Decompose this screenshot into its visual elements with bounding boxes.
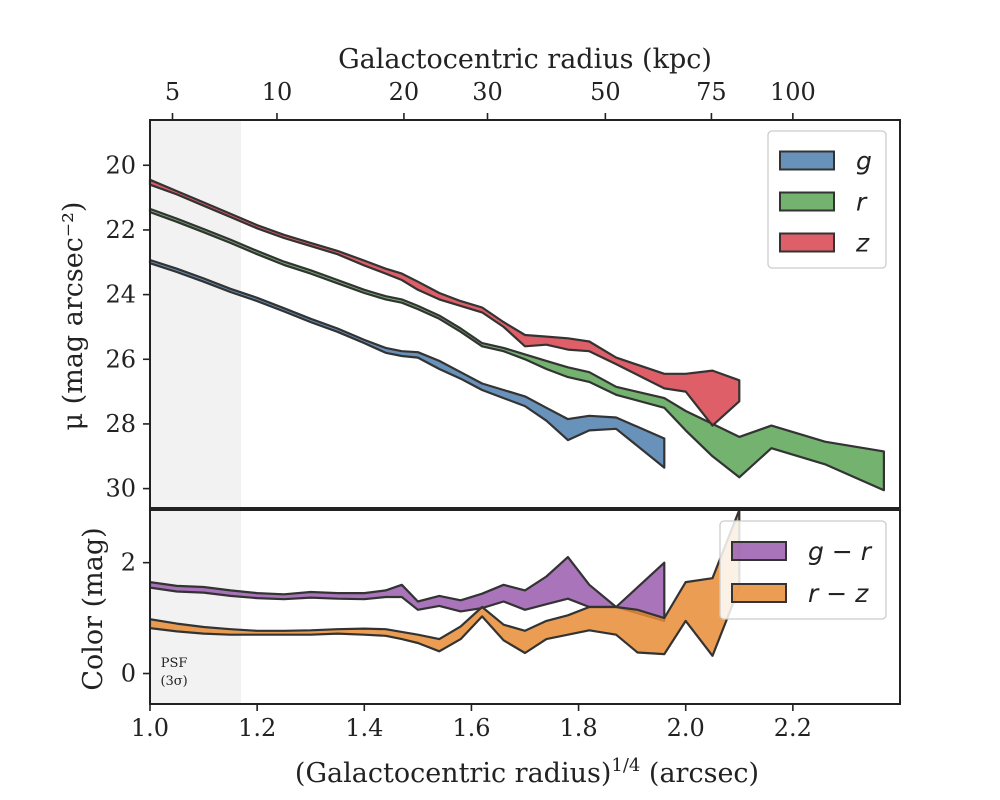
top-axis-label: Galactocentric radius (kpc) <box>338 44 712 75</box>
top-axis-ticks: 5 10 20 30 50 75 100 <box>165 78 816 120</box>
y-tick-label: 28 <box>105 410 136 438</box>
legend-swatch <box>731 583 787 603</box>
top-tick-label: 30 <box>472 78 503 106</box>
legend: grz <box>767 130 887 269</box>
x-tick-label: 1.4 <box>345 714 383 742</box>
top-tick-label: 100 <box>770 78 816 106</box>
y-tick-label: 24 <box>105 281 136 309</box>
x-tick-label: 2.0 <box>667 714 705 742</box>
surface-brightness-bands <box>148 178 885 492</box>
legend-label: g <box>856 147 872 176</box>
legend-swatch <box>779 150 835 171</box>
x-tick-label: 2.2 <box>774 714 812 742</box>
y-tick-label: 2 <box>121 549 136 577</box>
x-tick-label: 1.6 <box>452 714 490 742</box>
top-tick-label: 75 <box>696 78 727 106</box>
legend-swatch <box>779 191 835 212</box>
legend-swatch <box>779 232 835 253</box>
x-axis-label-exponent: 1/4 <box>611 755 640 776</box>
legend-swatch <box>731 541 787 561</box>
legend-label: r − z <box>808 579 869 608</box>
surface-brightness-panel: 20 22 24 26 28 30 5 10 20 30 50 75 100 Galactocentr… <box>58 44 901 509</box>
x-axis-ticks: 1.0 1.2 1.4 1.6 1.8 2.0 2.2 <box>131 704 812 742</box>
y-axis-ticks: 20 22 24 26 28 30 <box>105 151 150 503</box>
band-z <box>148 178 741 427</box>
band-r <box>148 207 885 492</box>
y-axis-ticks: 02 <box>121 549 150 688</box>
top-tick-label: 10 <box>262 78 293 106</box>
band-g <box>148 258 666 469</box>
x-tick-label: 1.8 <box>559 714 597 742</box>
psf-region <box>150 510 242 704</box>
top-tick-label: 5 <box>165 78 180 106</box>
y-tick-label: 30 <box>105 475 136 503</box>
color-panel: 02 1.0 1.2 1.4 1.6 1.8 2.0 2.2 Color (mag) PSF… <box>78 509 901 742</box>
y-tick-label: 22 <box>105 216 136 244</box>
legend-label: r <box>856 188 868 217</box>
plot-frame <box>149 509 901 705</box>
y-tick-label: 20 <box>105 151 136 179</box>
x-tick-label: 1.2 <box>238 714 276 742</box>
legend-label: z <box>855 229 870 258</box>
y-tick-label: 0 <box>121 660 136 688</box>
x-axis-label-main: (Galactocentric radius) <box>295 758 611 789</box>
top-tick-label: 50 <box>590 78 621 106</box>
psf-note: PSF (3σ) <box>160 656 187 689</box>
x-tick-label: 1.0 <box>131 714 169 742</box>
psf-region <box>150 120 242 508</box>
y-axis-label: Color (mag) <box>78 527 109 690</box>
x-axis-label: (Galactocentric radius)1/4 (arcsec) <box>295 755 759 789</box>
y-axis-label: μ (mag arcsec⁻²) <box>58 202 89 431</box>
x-axis-label-unit: (arcsec) <box>640 758 759 789</box>
plot-frame <box>149 119 901 509</box>
legend: g − r r − z <box>719 520 887 620</box>
psf-note-line: PSF <box>161 656 188 671</box>
legend-label: g − r <box>808 537 873 566</box>
top-tick-label: 20 <box>389 78 420 106</box>
y-tick-label: 26 <box>105 345 136 373</box>
psf-note-line: (3σ) <box>160 674 187 689</box>
